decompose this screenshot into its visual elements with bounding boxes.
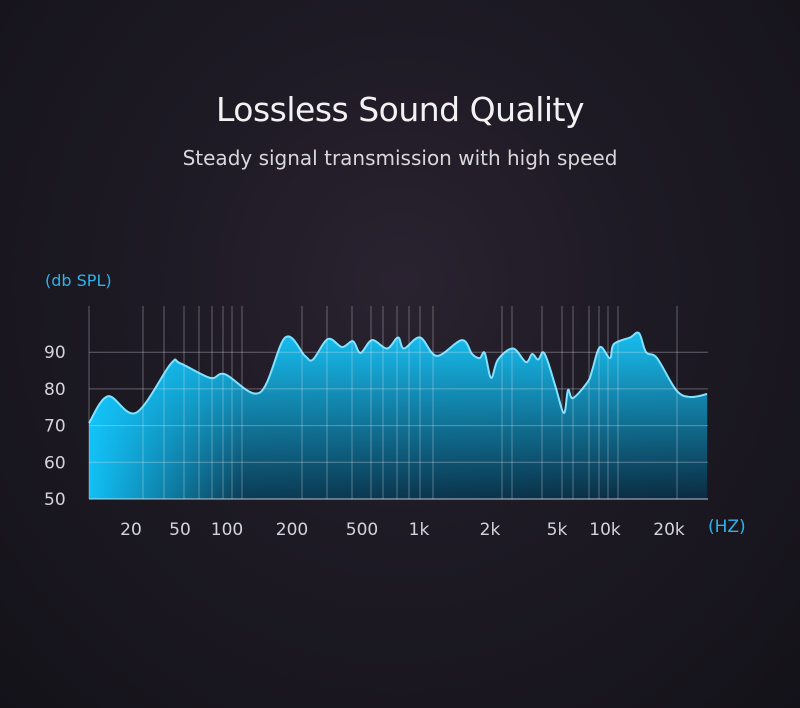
x-tick-label: 5k	[547, 520, 568, 540]
x-tick-label: 500	[346, 520, 378, 540]
x-tick-label: 50	[169, 520, 191, 540]
response-area-highlight	[89, 332, 708, 499]
x-tick-label: 2k	[480, 520, 501, 540]
x-tick-label: 10k	[589, 520, 621, 540]
x-tick-label: 100	[211, 520, 243, 540]
x-tick-label: 200	[276, 520, 308, 540]
page-subtitle: Steady signal transmission with high spe…	[182, 146, 618, 170]
y-tick-label: 80	[44, 380, 66, 400]
response-curve-line	[88, 331, 708, 424]
y-tick-label: 50	[44, 490, 66, 510]
x-tick-label: 20	[120, 520, 142, 540]
x-tick-label: 20k	[653, 520, 685, 540]
x-axis-label: (HZ)	[708, 517, 746, 537]
y-tick-label: 90	[44, 343, 66, 363]
page-title: Lossless Sound Quality	[215, 90, 585, 129]
y-tick-label: 60	[44, 453, 66, 473]
y-axis-label: (db SPL)	[45, 271, 112, 290]
y-tick-label: 70	[44, 417, 66, 437]
x-tick-label: 1k	[409, 520, 430, 540]
